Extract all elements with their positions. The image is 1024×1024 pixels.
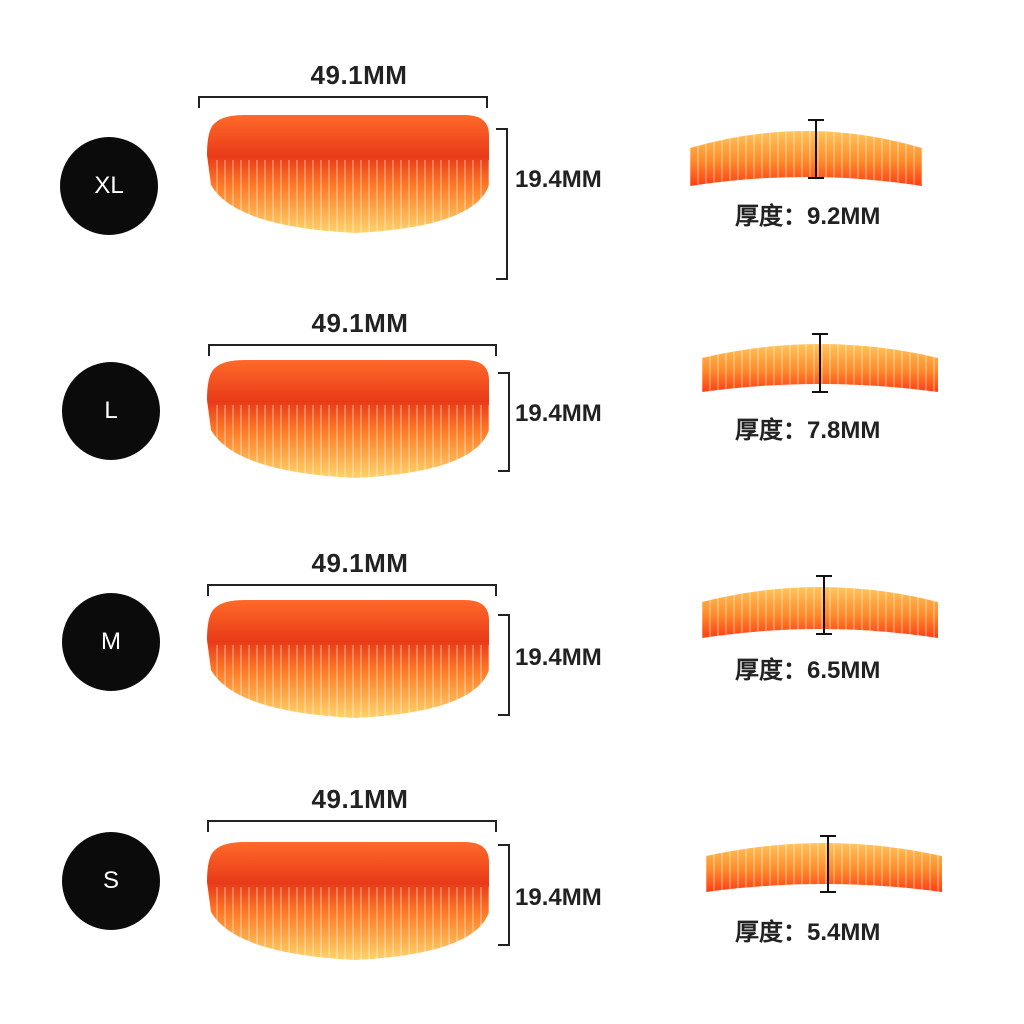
size-row-l: L 49.1MM 19.4MM 厚度：7.8MM	[0, 300, 1024, 540]
thickness-label: 厚度：9.2MM	[735, 196, 880, 231]
thickness-prefix: 厚度：	[735, 202, 807, 230]
thickness-value: 9.2MM	[807, 203, 881, 230]
width-label: 49.1MM	[311, 784, 409, 814]
thickness-label: 厚度：7.8MM	[735, 410, 880, 445]
thickness-value: 7.8MM	[807, 417, 881, 444]
thickness-label: 厚度：5.4MM	[735, 912, 880, 947]
width-label: 49.1MM	[311, 308, 409, 338]
thickness-prefix: 厚度：	[735, 656, 807, 684]
width-bracket	[207, 584, 497, 596]
pad-front-image	[207, 115, 489, 233]
height-bracket	[498, 614, 510, 716]
pad-side-image	[702, 333, 938, 393]
pad-front-image	[207, 842, 489, 960]
size-badge: M	[62, 593, 160, 691]
height-bracket	[498, 372, 510, 472]
height-label: 19.4MM	[515, 644, 602, 671]
width-label: 49.1MM	[310, 60, 408, 90]
width-bracket	[198, 96, 488, 108]
width-label: 49.1MM	[311, 548, 409, 578]
height-bracket	[496, 128, 508, 280]
height-label: 19.4MM	[515, 166, 602, 193]
pad-front-image	[207, 600, 489, 718]
pad-side-image	[690, 119, 922, 186]
pad-side-image	[702, 575, 938, 638]
size-row-m: M 49.1MM 19.4MM 厚度：6.5MM	[0, 540, 1024, 780]
thickness-value: 5.4MM	[807, 919, 881, 946]
size-row-s: S 49.1MM 19.4MM 厚度：5.4MM	[0, 780, 1024, 1020]
thickness-prefix: 厚度：	[735, 918, 807, 946]
size-row-xl: XL 49.1MM 19.4MM 厚度：9.2MM	[0, 50, 1024, 290]
width-bracket	[207, 820, 497, 832]
pad-front-image	[207, 360, 489, 478]
width-bracket	[208, 344, 497, 356]
height-label: 19.4MM	[515, 884, 602, 911]
pad-side-image	[706, 835, 942, 893]
size-badge: L	[62, 362, 160, 460]
size-badge: S	[62, 832, 160, 930]
thickness-prefix: 厚度：	[735, 416, 807, 444]
thickness-value: 6.5MM	[807, 657, 881, 684]
height-bracket	[498, 844, 510, 946]
size-badge: XL	[60, 137, 158, 235]
height-label: 19.4MM	[515, 400, 602, 427]
thickness-label: 厚度：6.5MM	[735, 650, 880, 685]
